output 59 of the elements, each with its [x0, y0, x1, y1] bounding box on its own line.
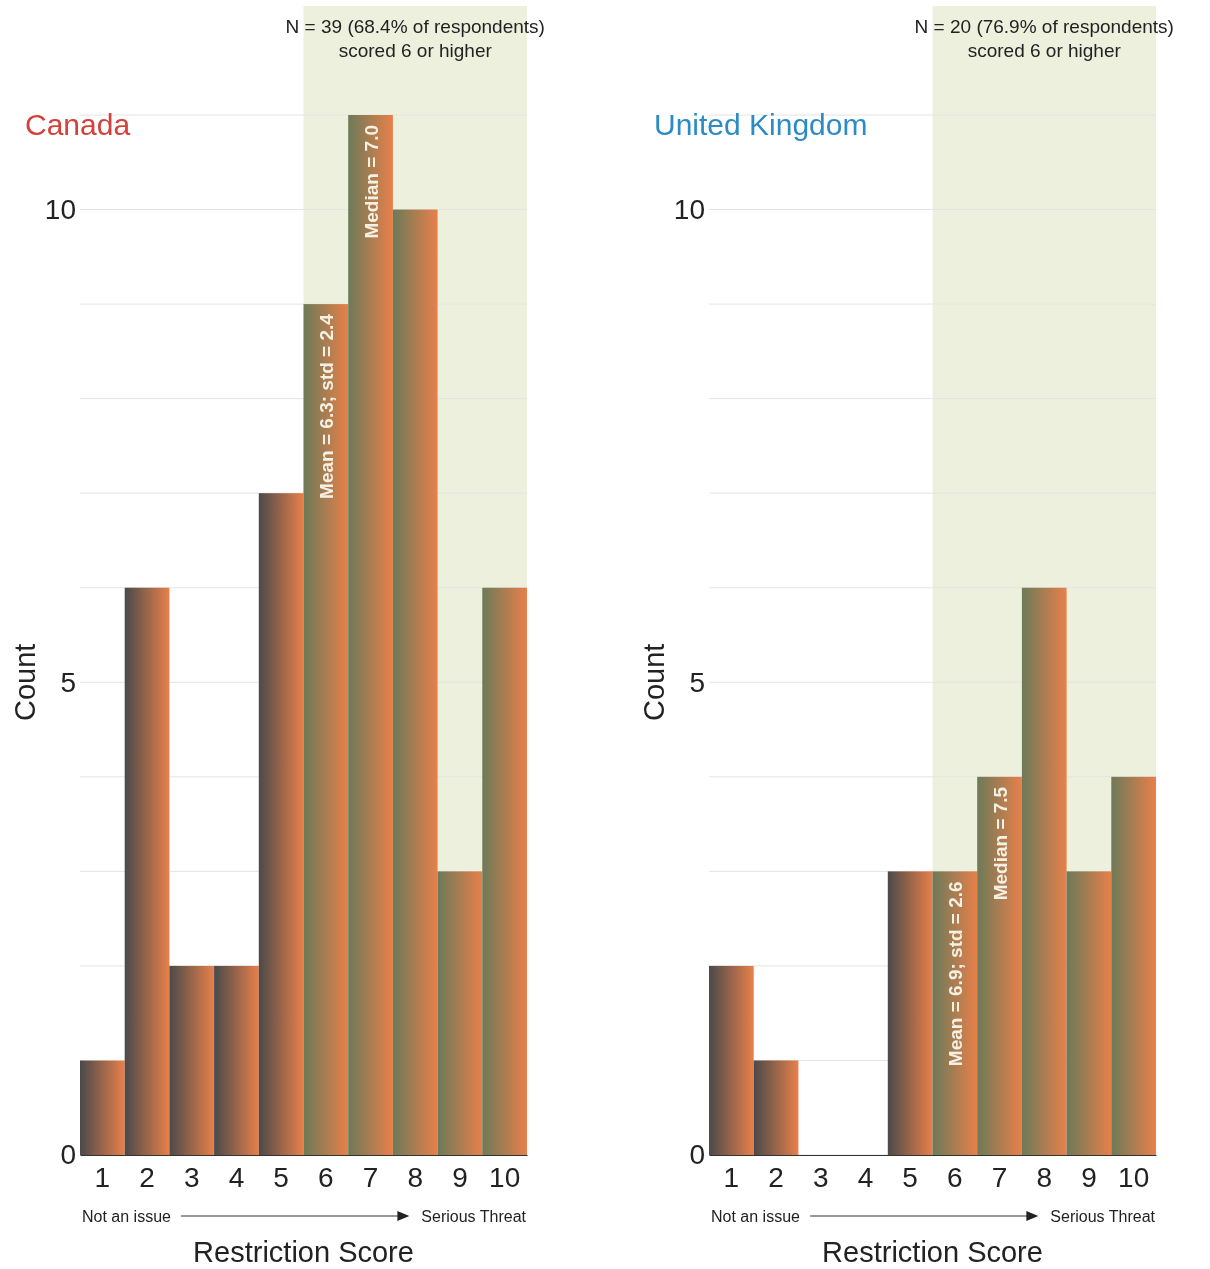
- text: Not an issue: [82, 1208, 172, 1225]
- x-tick-label: 4: [857, 1161, 874, 1193]
- annotation: Median = 7.5: [989, 786, 1011, 901]
- bar: [709, 965, 754, 1155]
- bar: [303, 304, 349, 1155]
- bar: [214, 965, 259, 1155]
- y-tick-label: 10: [673, 194, 705, 226]
- x-axis-title: Restriction Score: [822, 1236, 1043, 1268]
- x-tick-label: 8: [407, 1161, 424, 1193]
- x-tick-label: 8: [1036, 1161, 1053, 1193]
- chart-title: United Kingdom: [654, 108, 868, 141]
- x-tick-label: 7: [991, 1161, 1008, 1193]
- bar: [124, 587, 170, 1155]
- bar: [1021, 587, 1067, 1155]
- y-tick-label: 0: [60, 1139, 76, 1171]
- x-tick-label: 2: [139, 1161, 155, 1193]
- bar: [753, 1060, 799, 1155]
- x-tick-label: 2: [768, 1161, 784, 1193]
- band-label: N = 20 (76.9% of respondents) scored 6 or higher: [914, 16, 1174, 61]
- bar: [1111, 776, 1156, 1155]
- x-tick-label: 4: [228, 1161, 245, 1193]
- x-axis-title: Restriction Score: [193, 1236, 414, 1268]
- text: Not an issue: [711, 1208, 801, 1225]
- x-tick-label: 3: [812, 1161, 829, 1193]
- y-tick-label: 10: [44, 194, 76, 226]
- annotation: Mean = 6.9; std = 2.6: [944, 881, 966, 1067]
- x-tick-label: 1: [94, 1161, 111, 1193]
- band-label: N = 39 (68.4% of respondents) scored 6 or higher: [285, 16, 545, 61]
- y-tick-label: 5: [60, 666, 76, 698]
- x-tick-label: 10: [489, 1161, 521, 1193]
- bar: [80, 1060, 125, 1155]
- y-tick-label: 0: [689, 1139, 705, 1171]
- bar: [1066, 871, 1112, 1155]
- y-tick-label: 5: [689, 666, 705, 698]
- x-tick-label: 9: [1081, 1161, 1097, 1193]
- bar: [977, 776, 1022, 1155]
- annotation: Mean = 6.3; std = 2.4: [315, 313, 337, 499]
- bar: [887, 871, 933, 1155]
- bar: [482, 587, 527, 1155]
- x-tick-label: 6: [947, 1161, 963, 1193]
- text: Serious Threat: [421, 1208, 527, 1225]
- bar: [169, 965, 215, 1155]
- x-tick-label: 7: [362, 1161, 379, 1193]
- x-tick-label: 5: [273, 1161, 289, 1193]
- x-tick-label: 3: [183, 1161, 200, 1193]
- bar: [392, 209, 438, 1155]
- y-axis-title: Count: [638, 643, 670, 721]
- bar: [348, 115, 393, 1155]
- annotation: Median = 7.0: [360, 125, 382, 239]
- x-tick-label: 9: [452, 1161, 468, 1193]
- chart-title: Canada: [25, 108, 131, 141]
- bar: [437, 871, 483, 1155]
- text: Serious Threat: [1050, 1208, 1156, 1225]
- y-axis-title: Count: [9, 643, 41, 721]
- x-tick-label: 1: [723, 1161, 740, 1193]
- x-tick-label: 10: [1118, 1161, 1150, 1193]
- x-tick-label: 6: [318, 1161, 334, 1193]
- x-tick-label: 5: [902, 1161, 918, 1193]
- bar: [258, 493, 304, 1155]
